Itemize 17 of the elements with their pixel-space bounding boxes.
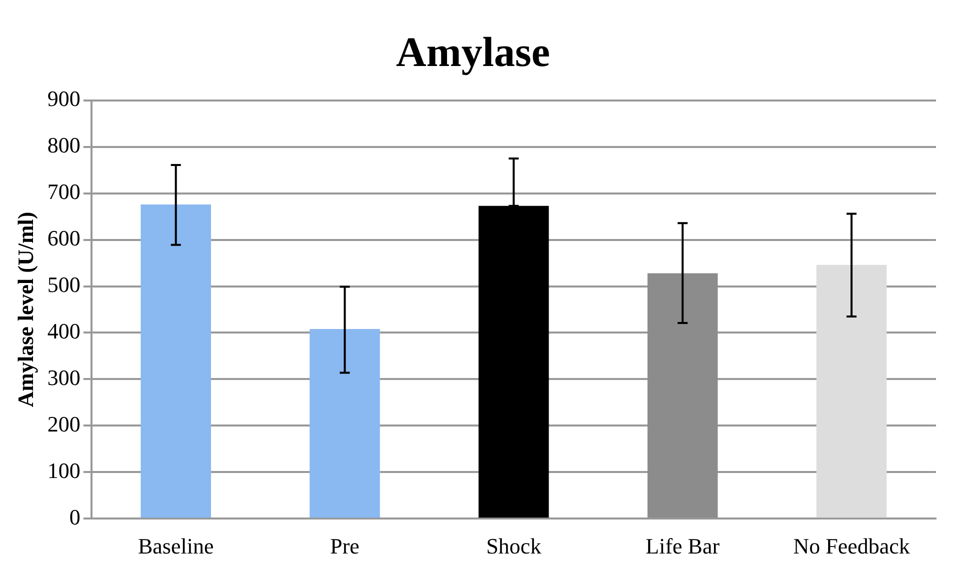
y-axis-title: Amylase level (U/ml)	[12, 212, 38, 408]
y-tick-label: 100	[47, 458, 80, 483]
y-tick-label: 0	[69, 504, 80, 530]
y-tick-label: 700	[47, 179, 80, 204]
y-tick-label: 200	[47, 411, 80, 436]
y-tick-label: 900	[47, 86, 80, 112]
y-tick-label: 500	[47, 272, 80, 298]
x-tick-label: Life Bar	[646, 534, 720, 559]
y-tick-label: 300	[47, 364, 80, 390]
x-tick-label: Shock	[486, 534, 542, 559]
x-tick-label: Pre	[330, 534, 360, 559]
y-tick-label: 400	[47, 318, 80, 344]
x-tick-label: No Feedback	[793, 534, 910, 559]
y-tick-label: 800	[47, 132, 80, 158]
y-tick-label: 600	[47, 226, 80, 251]
x-tick-label: Baseline	[138, 534, 214, 559]
chart-title: Amylase	[396, 30, 550, 76]
